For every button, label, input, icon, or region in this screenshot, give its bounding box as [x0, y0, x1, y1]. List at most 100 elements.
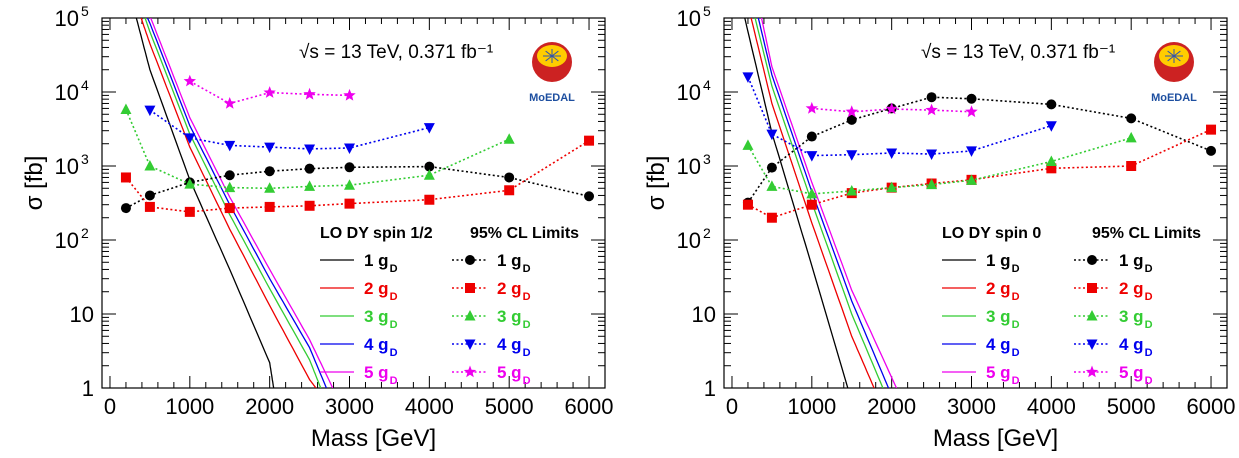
legend-sub-theory-2: D — [390, 291, 398, 303]
y-tick-label: 1 — [704, 376, 716, 401]
legend-sub-theory-5: D — [390, 375, 398, 387]
curves-group — [744, 18, 898, 388]
limit-point-2 — [304, 200, 315, 211]
y-tick-exponent: 5 — [81, 3, 89, 19]
limit-point-2 — [264, 201, 275, 212]
legend-sub-limit-5: D — [1145, 375, 1153, 387]
legend-label-limit-5: 5 g — [497, 363, 522, 382]
plot-frame — [723, 17, 1228, 389]
x-tick-label: 4000 — [1027, 394, 1076, 419]
limit-point-5 — [343, 88, 356, 101]
limit-point-2 — [424, 194, 435, 205]
y-tick-label: 10 — [55, 228, 79, 253]
limit-point-4 — [766, 129, 778, 141]
y-tick-label: 10 — [677, 154, 701, 179]
limit-point-1 — [344, 162, 355, 173]
y-tick-label: 10 — [677, 80, 701, 105]
limit-point-4 — [264, 142, 276, 154]
logo-ray — [545, 50, 553, 57]
limit-point-3 — [304, 180, 316, 191]
legend-sub-theory-2: D — [1012, 291, 1020, 303]
limit-point-3 — [344, 179, 356, 190]
legend-label-theory-5: 5 g — [364, 363, 389, 382]
x-tick-label: 0 — [726, 394, 738, 419]
limit-line-2 — [747, 128, 1212, 219]
x-tick-label: 5000 — [485, 394, 534, 419]
limit-point-5 — [805, 101, 818, 114]
legend-sub-limit-3: D — [523, 319, 531, 331]
limit-point-5 — [183, 74, 196, 87]
legend-label-limit-5: 5 g — [1119, 363, 1144, 382]
limit-point-4 — [184, 133, 196, 144]
theory-curve-5 — [760, 18, 898, 388]
limit-point-3 — [144, 160, 156, 171]
limit-point-3 — [846, 184, 858, 196]
limit-point-2 — [1206, 124, 1217, 135]
limit-point-3 — [184, 178, 196, 189]
legend-label-limit-3: 3 g — [1119, 307, 1144, 326]
legend-sub-limit-4: D — [1145, 347, 1153, 359]
legend-sub-limit-4: D — [523, 347, 531, 359]
theory-curve-3 — [144, 18, 322, 388]
logo-text: MoEDAL — [1151, 92, 1197, 104]
legend-marker-limit-4 — [1086, 339, 1098, 350]
limit-point-1 — [926, 92, 937, 103]
logo-ray — [1167, 55, 1175, 62]
limit-point-3 — [224, 181, 236, 193]
y-tick-label: 1 — [82, 376, 94, 401]
x-tick-label: 2000 — [245, 394, 294, 419]
limit-point-3 — [886, 181, 898, 193]
plot-frame — [101, 17, 606, 389]
x-tick-label: 5000 — [1107, 394, 1156, 419]
legend-label-theory-1: 1 g — [364, 251, 389, 270]
y-tick-exponent: 4 — [81, 77, 89, 93]
limit-point-4 — [966, 146, 978, 157]
legend-label-limit-3: 3 g — [497, 307, 522, 326]
theory-curve-2 — [750, 18, 875, 388]
y-tick-exponent: 2 — [81, 225, 89, 241]
x-tick-label: 0 — [104, 394, 116, 419]
limit-point-4 — [886, 148, 898, 159]
limit-point-5 — [845, 105, 858, 118]
legend-label-theory-2: 2 g — [364, 279, 389, 298]
legend-sub-theory-4: D — [390, 347, 398, 359]
limit-point-2 — [504, 185, 515, 196]
legend-label-limit-2: 2 g — [497, 279, 522, 298]
limit-point-1 — [846, 114, 857, 125]
x-axis-label: Mass [GeV] — [311, 425, 436, 452]
legend-marker-limit-1 — [1087, 255, 1097, 265]
legend-marker-limit-3 — [1086, 310, 1098, 321]
y-tick-exponent: 4 — [703, 77, 711, 93]
limit-point-3 — [1045, 155, 1057, 167]
legend-sub-limit-2: D — [1145, 291, 1153, 303]
legend-label-theory-3: 3 g — [364, 307, 389, 326]
limit-point-5 — [925, 103, 938, 116]
limit-point-5 — [885, 102, 898, 115]
theory-curve-1 — [744, 18, 849, 388]
theory-curve-1 — [135, 18, 275, 388]
x-tick-label: 3000 — [325, 394, 374, 419]
legend-header-limits: 95% CL Limits — [1092, 225, 1201, 242]
limit-point-4 — [1045, 121, 1057, 132]
y-tick-label: 10 — [677, 6, 701, 31]
limit-point-1 — [584, 191, 595, 202]
limit-point-5 — [223, 97, 236, 109]
limit-point-2 — [1126, 161, 1137, 171]
logo-ray — [545, 55, 553, 62]
energy-lumi-annotation: √s = 13 TeV, 0.371 fb⁻¹ — [921, 42, 1115, 63]
limit-point-4 — [144, 105, 156, 117]
limit-point-2 — [144, 201, 155, 212]
legend-sub-limit-5: D — [523, 375, 531, 387]
x-tick-label: 6000 — [1187, 394, 1236, 419]
theory-curve-5 — [150, 18, 334, 388]
legend-header-limits: 95% CL Limits — [470, 225, 579, 242]
limit-line-1 — [125, 165, 590, 209]
y-tick-label: 10 — [55, 80, 79, 105]
limit-point-4 — [304, 144, 316, 155]
y-tick-label: 10 — [55, 6, 79, 31]
legend-label-limit-1: 1 g — [497, 251, 522, 270]
limit-point-4 — [344, 143, 356, 155]
limit-point-5 — [303, 87, 316, 100]
